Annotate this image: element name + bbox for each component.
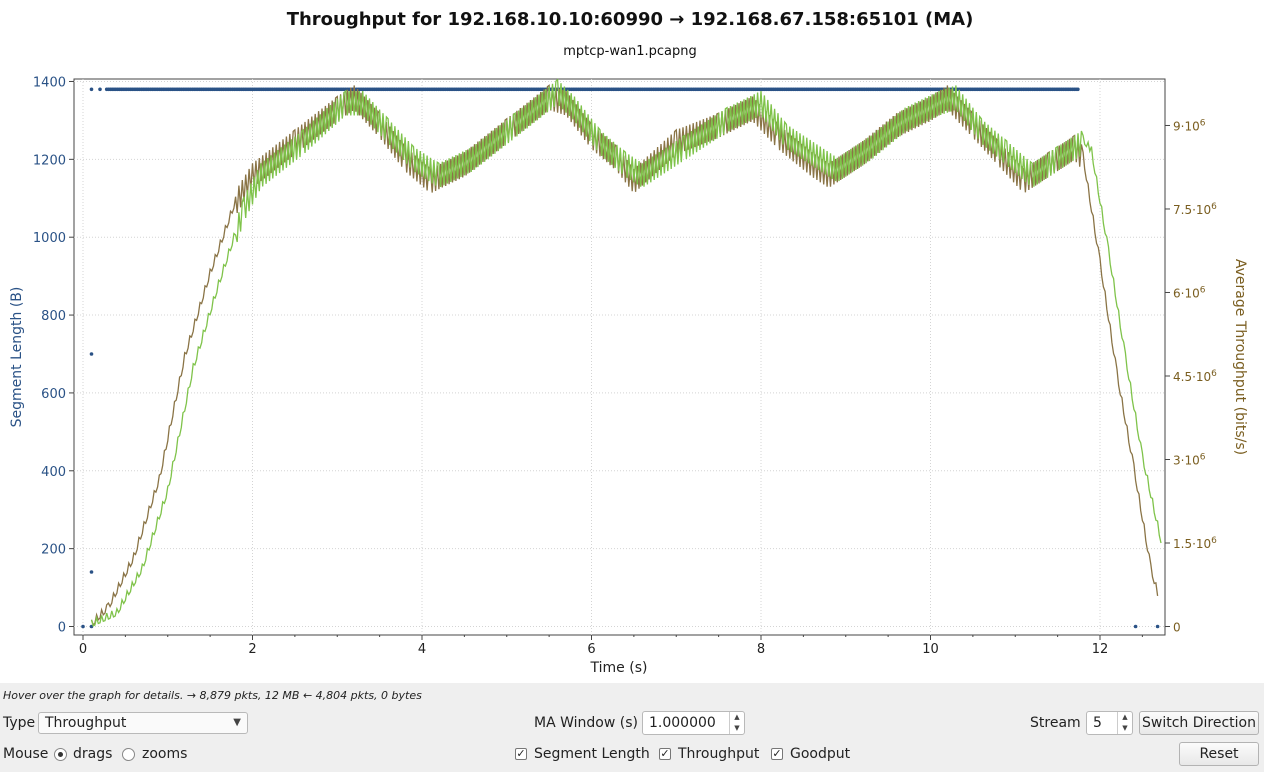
throughput-label[interactable]: Throughput bbox=[678, 746, 760, 762]
data-point bbox=[89, 624, 94, 629]
y-axis-left: 0 200 400 600 800 1000 1200 1400 bbox=[33, 75, 74, 636]
status-hint: Hover over the graph for details. → 8,87… bbox=[3, 689, 422, 702]
data-point bbox=[98, 87, 102, 92]
y-right-tick-label: 9·106 bbox=[1173, 118, 1206, 133]
zooms-label[interactable]: zooms bbox=[142, 746, 188, 762]
data-point bbox=[89, 352, 94, 356]
series-segment-length bbox=[81, 87, 1160, 629]
y-left-tick-label: 600 bbox=[41, 387, 66, 402]
chevron-down-icon: ▼ bbox=[233, 717, 241, 728]
y-right-tick-label: 0 bbox=[1173, 621, 1181, 635]
data-point bbox=[1155, 624, 1160, 629]
mouse-label: Mouse bbox=[3, 746, 49, 762]
data-point bbox=[89, 87, 94, 92]
stream-spinbox[interactable]: 5 ▲ ▼ bbox=[1086, 711, 1133, 735]
goodput-checkbox[interactable]: ✓ bbox=[771, 747, 783, 760]
reset-button[interactable]: Reset bbox=[1179, 742, 1259, 766]
ma-window-label: MA Window (s) bbox=[534, 715, 638, 731]
y-left-tick-label: 200 bbox=[41, 543, 66, 558]
switch-direction-button[interactable]: Switch Direction bbox=[1139, 711, 1259, 735]
x-tick-label: 6 bbox=[587, 642, 595, 657]
goodput-label[interactable]: Goodput bbox=[790, 746, 851, 762]
drags-label[interactable]: drags bbox=[73, 746, 113, 762]
spin-arrows-icon[interactable]: ▲ ▼ bbox=[729, 712, 744, 734]
series-layer bbox=[81, 78, 1162, 629]
type-dropdown-value: Throughput bbox=[45, 715, 127, 731]
y-left-tick-label: 800 bbox=[41, 309, 66, 324]
series-goodput-line bbox=[90, 78, 1162, 627]
y-right-tick-label: 3·106 bbox=[1173, 452, 1206, 467]
y-left-tick-label: 1400 bbox=[33, 75, 66, 90]
segment-length-checkbox[interactable]: ✓ bbox=[515, 747, 527, 760]
y-left-tick-label: 1200 bbox=[33, 153, 66, 168]
stream-label: Stream bbox=[1030, 715, 1081, 731]
x-tick-label: 2 bbox=[248, 642, 256, 657]
type-label: Type bbox=[3, 715, 36, 731]
x-tick-label: 8 bbox=[757, 642, 765, 657]
graph-canvas[interactable]: Throughput for 192.168.10.10:60990 → 192… bbox=[0, 0, 1264, 683]
data-point bbox=[1076, 87, 1080, 92]
type-dropdown[interactable]: Throughput ▼ bbox=[38, 712, 248, 734]
chart-title: Throughput for 192.168.10.10:60990 → 192… bbox=[287, 9, 974, 30]
x-axis: 0 2 4 6 8 10 12 bbox=[79, 635, 1143, 657]
zooms-radio[interactable] bbox=[122, 748, 135, 761]
series-throughput-line bbox=[90, 84, 1159, 626]
y-right-tick-label: 6·106 bbox=[1173, 285, 1206, 300]
chart-subtitle: mptcp-wan1.pcapng bbox=[563, 44, 696, 59]
ma-window-spinbox[interactable]: 1.000000 ▲ ▼ bbox=[642, 711, 745, 735]
plot-frame bbox=[73, 78, 1166, 636]
x-tick-label: 10 bbox=[922, 642, 939, 657]
x-tick-label: 0 bbox=[79, 642, 87, 657]
y-axis-right: 0 1.5·106 3·106 4.5·106 6·106 7.5·106 9·106 bbox=[1165, 118, 1217, 635]
spin-arrows-icon[interactable]: ▲ ▼ bbox=[1117, 712, 1132, 734]
x-tick-label: 4 bbox=[418, 642, 426, 657]
segment-length-label[interactable]: Segment Length bbox=[534, 746, 650, 762]
y-right-tick-label: 7.5·106 bbox=[1173, 202, 1217, 217]
throughput-graph[interactable]: Throughput for 192.168.10.10:60990 → 192… bbox=[0, 0, 1264, 683]
y-axis-right-label: Average Throughput (bits/s) bbox=[1232, 259, 1248, 455]
y-right-tick-label: 1.5·106 bbox=[1173, 536, 1217, 551]
y-left-tick-label: 400 bbox=[41, 465, 66, 480]
y-axis-left-label: Segment Length (B) bbox=[9, 287, 25, 428]
data-point bbox=[89, 570, 94, 574]
y-right-tick-label: 4.5·106 bbox=[1173, 369, 1217, 384]
throughput-checkbox[interactable]: ✓ bbox=[659, 747, 671, 760]
y-left-tick-label: 0 bbox=[58, 621, 66, 636]
drags-radio[interactable] bbox=[54, 748, 67, 761]
data-point bbox=[81, 624, 85, 629]
x-axis-label: Time (s) bbox=[590, 660, 648, 676]
grid-lines bbox=[74, 79, 1165, 635]
ma-window-value: 1.000000 bbox=[649, 715, 716, 731]
data-point bbox=[1133, 624, 1138, 629]
y-left-tick-label: 1000 bbox=[33, 231, 66, 246]
x-tick-label: 12 bbox=[1092, 642, 1109, 657]
stream-value: 5 bbox=[1093, 715, 1102, 731]
